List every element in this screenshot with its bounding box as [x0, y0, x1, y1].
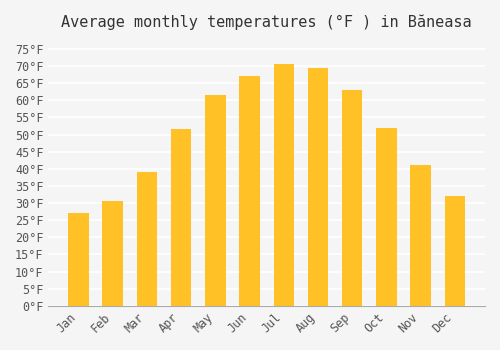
Bar	[410, 165, 431, 306]
Bar	[68, 214, 88, 306]
Bar	[274, 64, 294, 306]
Bar	[308, 68, 328, 306]
Title: Average monthly temperatures (°F ) in Băneasa: Average monthly temperatures (°F ) in Bă…	[62, 15, 472, 30]
Bar	[240, 76, 260, 306]
Bar	[136, 172, 157, 306]
Bar	[171, 130, 192, 306]
Bar	[444, 196, 465, 306]
Bar	[102, 201, 123, 306]
Bar	[205, 95, 226, 306]
Bar	[376, 128, 396, 306]
Bar	[342, 90, 362, 306]
